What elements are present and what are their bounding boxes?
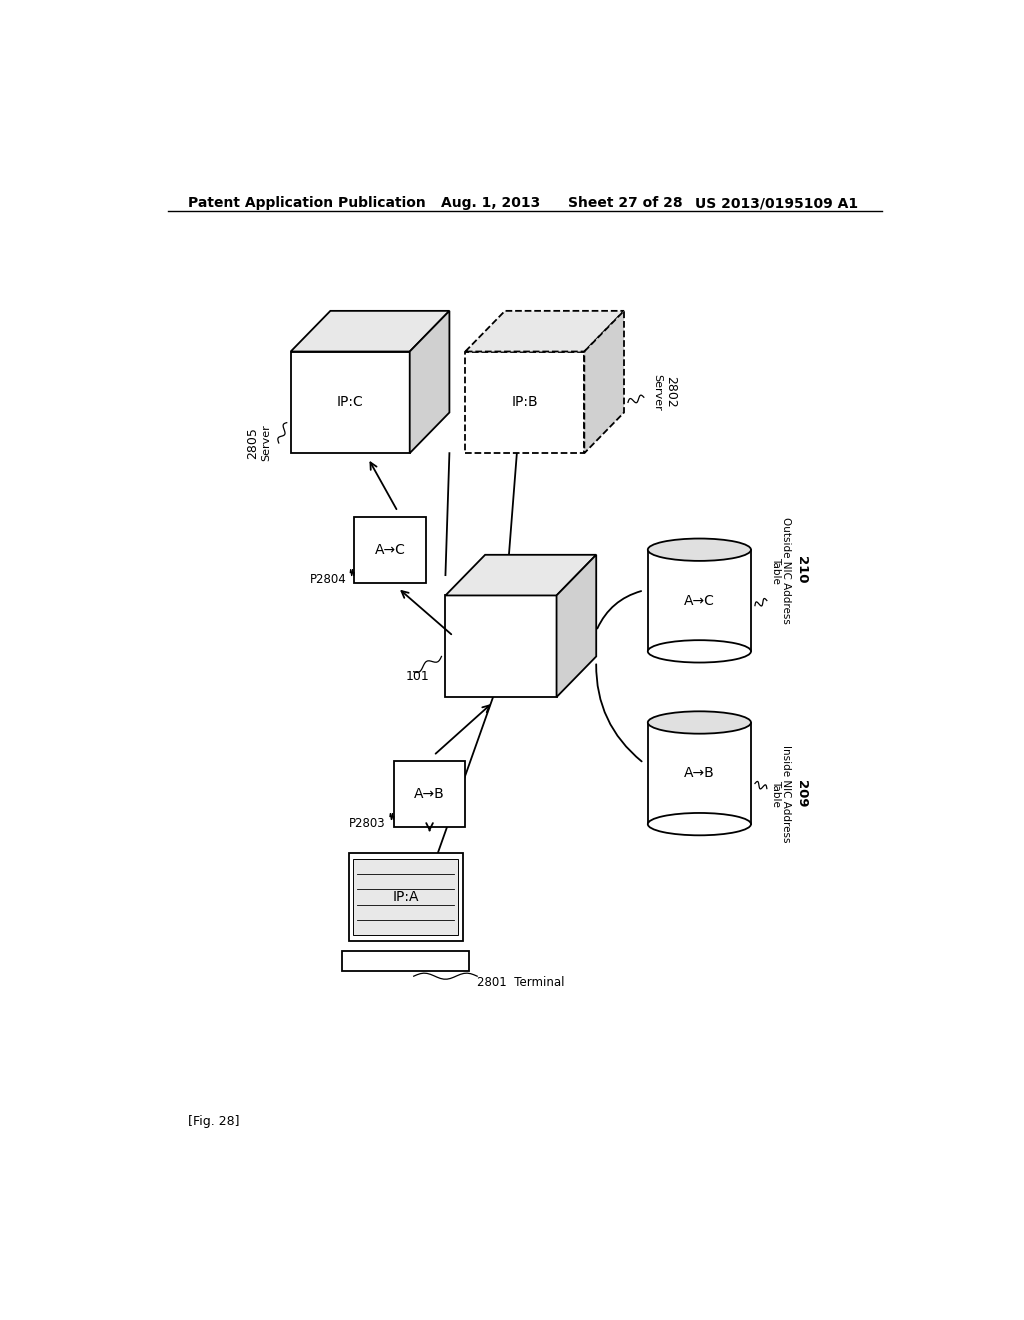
Text: Inside NIC Address: Inside NIC Address bbox=[781, 744, 792, 842]
Text: 210: 210 bbox=[795, 556, 808, 583]
Text: A→C: A→C bbox=[684, 594, 715, 607]
Polygon shape bbox=[410, 312, 450, 453]
Ellipse shape bbox=[648, 539, 751, 561]
Text: P2804: P2804 bbox=[309, 573, 346, 586]
Text: IP:B: IP:B bbox=[511, 395, 539, 409]
Bar bbox=[342, 952, 469, 972]
Text: US 2013/0195109 A1: US 2013/0195109 A1 bbox=[695, 197, 858, 210]
Text: IP:A: IP:A bbox=[392, 890, 419, 904]
Bar bbox=[348, 853, 463, 941]
Polygon shape bbox=[465, 312, 624, 351]
Polygon shape bbox=[557, 554, 596, 697]
Polygon shape bbox=[465, 351, 585, 453]
Text: 2801  Terminal: 2801 Terminal bbox=[477, 977, 564, 989]
Text: A→B: A→B bbox=[414, 787, 445, 801]
Text: 2802: 2802 bbox=[664, 376, 677, 408]
Text: Table: Table bbox=[771, 557, 781, 583]
Polygon shape bbox=[648, 722, 751, 824]
Polygon shape bbox=[291, 312, 450, 351]
Bar bbox=[354, 516, 426, 582]
Polygon shape bbox=[445, 554, 596, 595]
Text: Table: Table bbox=[771, 780, 781, 807]
Text: Aug. 1, 2013: Aug. 1, 2013 bbox=[441, 197, 541, 210]
Polygon shape bbox=[648, 549, 751, 651]
Text: 209: 209 bbox=[795, 780, 808, 808]
Text: 101: 101 bbox=[406, 671, 429, 684]
Text: Server: Server bbox=[261, 425, 270, 462]
Ellipse shape bbox=[648, 640, 751, 663]
Text: IP:C: IP:C bbox=[337, 395, 364, 409]
Text: 2805: 2805 bbox=[246, 428, 259, 459]
Ellipse shape bbox=[648, 813, 751, 836]
Text: A→B: A→B bbox=[684, 767, 715, 780]
Text: Server: Server bbox=[652, 374, 662, 411]
Text: P2803: P2803 bbox=[349, 817, 386, 829]
Polygon shape bbox=[291, 351, 410, 453]
Text: Patent Application Publication: Patent Application Publication bbox=[187, 197, 425, 210]
Polygon shape bbox=[445, 595, 557, 697]
Ellipse shape bbox=[648, 711, 751, 734]
Bar bbox=[394, 760, 465, 826]
Bar bbox=[353, 859, 458, 935]
Text: A→C: A→C bbox=[375, 543, 406, 557]
Text: [Fig. 28]: [Fig. 28] bbox=[187, 1115, 239, 1129]
Text: Outside NIC Address: Outside NIC Address bbox=[781, 516, 792, 623]
Text: Sheet 27 of 28: Sheet 27 of 28 bbox=[568, 197, 683, 210]
Polygon shape bbox=[585, 312, 624, 453]
